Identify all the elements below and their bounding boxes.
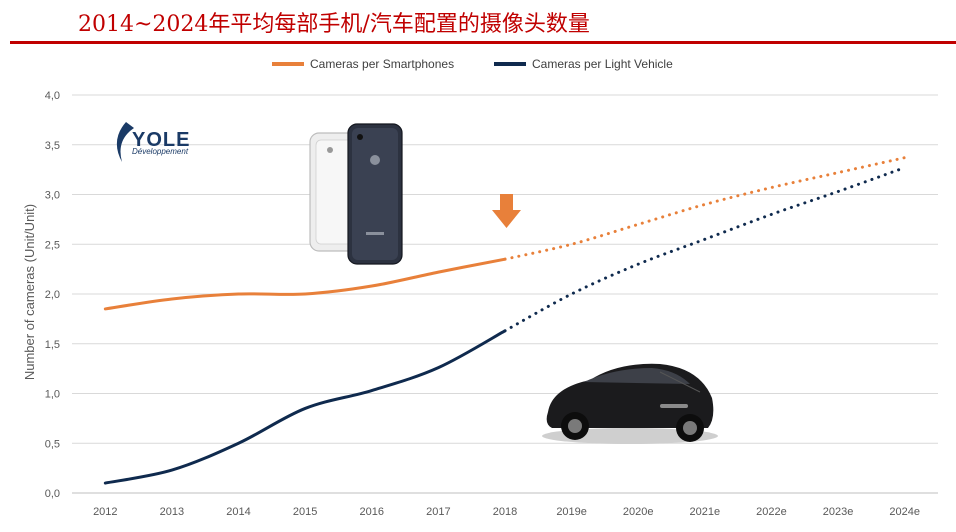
y-tick-label: 0,0 [45,488,60,500]
smartphone-image [309,123,403,265]
legend-label-vehicle: Cameras per Light Vehicle [532,57,673,71]
y-tick-label: 3,0 [45,190,60,202]
car-image [542,363,718,444]
y-tick-label: 2,5 [45,239,60,251]
series-forecast-vehicle [503,166,907,333]
y-tick-label: 1,0 [45,389,60,401]
series-lines [103,156,907,485]
legend: Cameras per Smartphones Cameras per Ligh… [272,57,673,71]
y-tick-labels: 0,0 0,5 1,0 1,5 2,0 2,5 3,0 3,5 4,0 [45,90,60,500]
x-tick-label: 2018 [493,506,517,518]
y-tick-label: 1,5 [45,339,60,351]
logo-wordmark: YOLE [132,129,190,151]
legend-label-smartphones: Cameras per Smartphones [310,57,454,71]
x-tick-label: 2012 [93,506,117,518]
x-tick-label: 2015 [293,506,317,518]
series-line-smartphones [103,257,507,311]
y-tick-label: 3,5 [45,140,60,152]
title-underline [10,41,956,44]
y-axis-label: Number of cameras (Unit/Unit) [22,204,37,380]
x-tick-label: 2014 [226,506,250,518]
x-tick-label: 2021e [690,506,721,518]
x-tick-label: 2017 [426,506,450,518]
series-forecast-smartphones [503,156,907,261]
x-tick-label: 2013 [160,506,184,518]
y-tick-label: 4,0 [45,90,60,102]
gridlines [72,94,938,494]
page-title: 2014~2024年平均每部手机/汽车配置的摄像头数量 [78,12,590,37]
x-tick-label: 2022e [756,506,787,518]
logo-swoosh-icon [116,122,134,162]
y-tick-label: 0,5 [45,438,60,450]
x-tick-label: 2024e [889,506,920,518]
series-line-vehicle [103,329,507,485]
x-tick-label: 2019e [556,506,587,518]
x-tick-labels: 2012 2013 2014 2015 2016 2017 2018 2019e 2020e 20… [93,506,920,518]
logo-subtitle: Développement [132,147,189,156]
arrow-down-icon [492,194,521,228]
x-tick-label: 2023e [823,506,854,518]
x-tick-label: 2016 [360,506,384,518]
x-tick-label: 2020e [623,506,654,518]
yole-logo: YOLE Développement [116,122,190,162]
y-tick-label: 2,0 [45,289,60,301]
